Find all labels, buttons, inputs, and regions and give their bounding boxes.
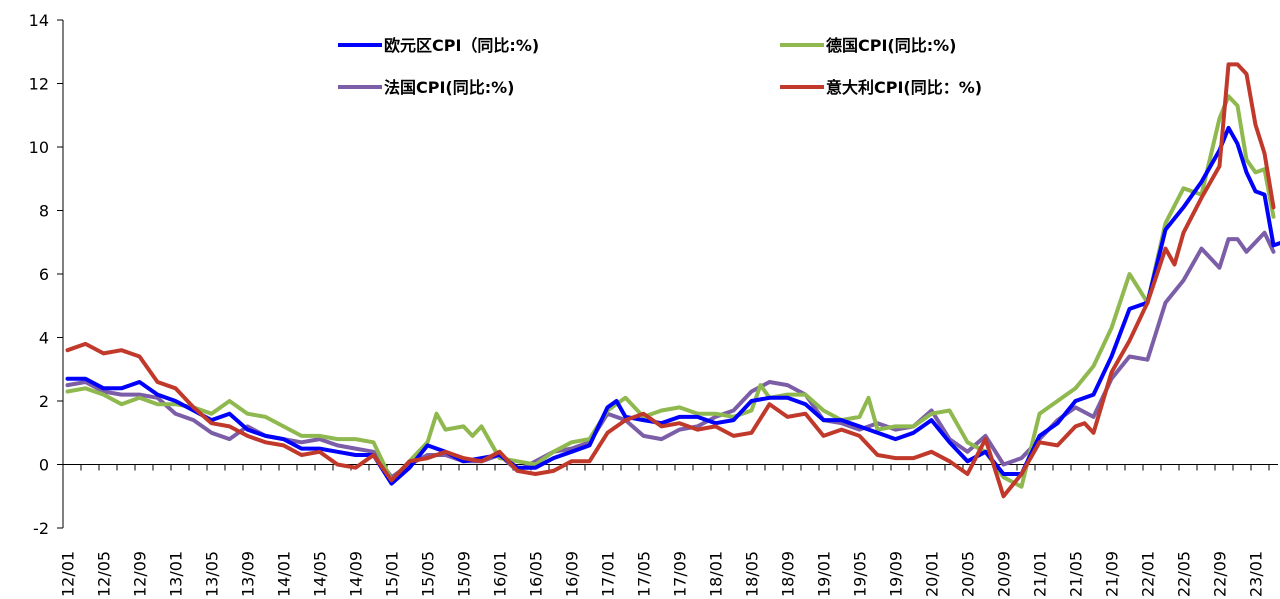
legend-label-2: 德国CPI(同比:%) xyxy=(826,36,956,55)
x-tick-label: 20/09 xyxy=(995,551,1014,597)
series-line-3 xyxy=(65,230,1276,480)
legend-label-4: 意大利CPI(同比：%) xyxy=(826,78,982,97)
legend: 欧元区CPI（同比:%) 德国CPI(同比:%) 法国CPI(同比:%) 意大利CPI… xyxy=(338,36,982,97)
x-tick-label: 19/09 xyxy=(887,551,906,597)
y-axis: -2 0 2 4 6 8 10 12 14 xyxy=(29,11,64,538)
x-tick-label: 13/01 xyxy=(167,551,186,597)
x-tick-label: 15/09 xyxy=(455,551,474,597)
y-tick-label: 2 xyxy=(39,392,49,411)
x-tick-label: 12/05 xyxy=(95,551,114,597)
x-tick-label: 16/01 xyxy=(491,551,510,597)
x-tick-label: 13/09 xyxy=(239,551,258,597)
x-tick-label: 20/01 xyxy=(923,551,942,597)
x-axis: 12/01 12/05 12/09 13/01 13/05 13/09 14/01 14/05… xyxy=(59,464,1278,597)
x-tick-label: 18/01 xyxy=(707,551,726,597)
x-tick-label: 17/01 xyxy=(599,551,618,597)
x-tick-label: 18/09 xyxy=(779,551,798,597)
x-tick-label: 18/05 xyxy=(743,551,762,597)
series-lines xyxy=(65,62,1280,499)
x-tick-label: 14/01 xyxy=(275,551,294,597)
x-tick-label: 15/05 xyxy=(419,551,438,597)
x-tick-label: 15/01 xyxy=(383,551,402,597)
x-tick-label: 21/09 xyxy=(1103,551,1122,597)
x-tick-label: 19/05 xyxy=(851,551,870,597)
y-tick-label: -2 xyxy=(33,519,49,538)
x-tick-label: 20/05 xyxy=(959,551,978,597)
x-tick-label: 14/05 xyxy=(311,551,330,597)
y-tick-label: 12 xyxy=(29,75,49,94)
x-tick-label: 16/05 xyxy=(527,551,546,597)
x-tick-label: 22/05 xyxy=(1175,551,1194,597)
legend-label-3: 法国CPI(同比:%) xyxy=(384,78,514,97)
x-tick-label: 13/05 xyxy=(203,551,222,597)
x-tick-label: 16/09 xyxy=(563,551,582,597)
series-line-2 xyxy=(65,94,1276,489)
x-tick-label: 14/09 xyxy=(347,551,366,597)
y-tick-label: 0 xyxy=(39,456,49,475)
y-tick-label: 14 xyxy=(29,11,49,30)
legend-label-1: 欧元区CPI（同比:%) xyxy=(384,36,539,55)
y-tick-label: 4 xyxy=(39,329,49,348)
x-tick-label: 23/01 xyxy=(1247,551,1266,597)
x-tick-label: 17/09 xyxy=(671,551,690,597)
x-tick-label: 12/09 xyxy=(131,551,150,597)
x-tick-label: 22/09 xyxy=(1211,551,1230,597)
y-tick-label: 10 xyxy=(29,138,49,157)
y-tick-label: 8 xyxy=(39,202,49,221)
x-tick-label: 21/05 xyxy=(1067,551,1086,597)
x-tick-label: 12/01 xyxy=(59,551,78,597)
x-tick-label: 21/01 xyxy=(1031,551,1050,597)
series-line-1 xyxy=(65,125,1280,486)
y-tick-label: 6 xyxy=(39,265,49,284)
series-line-4 xyxy=(65,62,1276,499)
x-tick-label: 22/01 xyxy=(1139,551,1158,597)
x-tick-label: 19/01 xyxy=(815,551,834,597)
x-tick-label: 17/05 xyxy=(635,551,654,597)
